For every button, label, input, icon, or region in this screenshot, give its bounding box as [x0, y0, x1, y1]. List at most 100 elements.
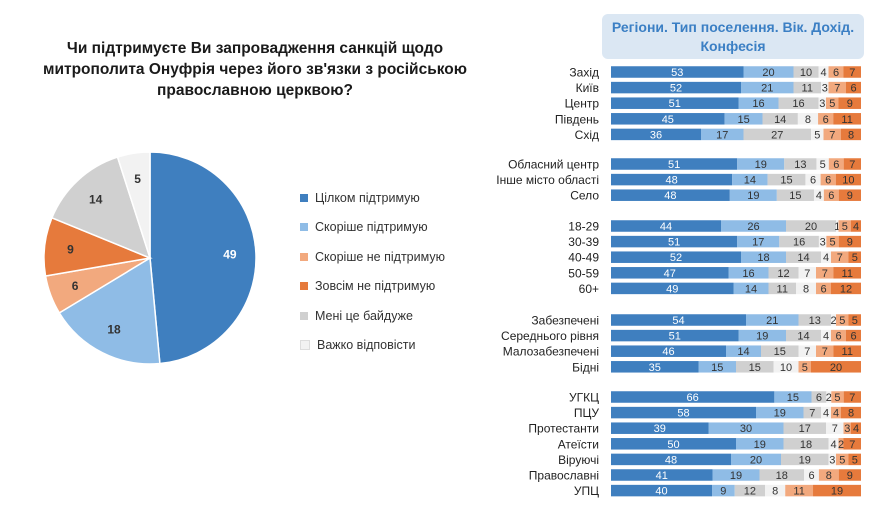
bar-value-label: 51	[669, 98, 681, 110]
bar-value-label: 19	[747, 190, 759, 202]
bar-value-label: 16	[742, 268, 754, 280]
bar-segment	[611, 158, 738, 170]
bar-value-label: 51	[668, 159, 680, 171]
bar-segment	[762, 113, 798, 125]
bar-segment	[785, 484, 814, 497]
bar-segment	[831, 282, 861, 295]
bar-segment	[698, 361, 736, 373]
bar-segment	[611, 66, 744, 78]
bar-segment	[796, 282, 816, 295]
bar-segment	[848, 453, 861, 466]
bar-value-label: 5	[829, 237, 835, 249]
legend-item: Мені це байдуже	[300, 301, 445, 331]
bar-value-label: 11	[841, 114, 852, 126]
bar-segment	[841, 406, 861, 419]
bar-value-label: 4	[820, 67, 826, 79]
bar-value-label: 11	[777, 283, 788, 295]
bar-value-label: 52	[670, 83, 682, 95]
pie-data-label: 9	[67, 242, 74, 256]
pie-legend: Цілком підтримую Скоріше підтримую Скоріше…	[300, 183, 445, 360]
bar-value-label: 8	[805, 114, 811, 126]
bar-segment	[767, 173, 806, 186]
bar-value-label: 48	[664, 190, 676, 202]
bar-value-label: 19	[756, 331, 768, 343]
bar-segment	[729, 189, 777, 201]
bar-segment	[835, 173, 861, 186]
bar-segment	[784, 158, 817, 170]
bar-segment	[818, 113, 834, 125]
bar-value-label: 9	[847, 237, 853, 249]
bar-segment	[783, 438, 829, 450]
bar-segment	[846, 81, 861, 94]
bar-value-label: 2	[826, 392, 832, 404]
bar-value-label: 39	[654, 423, 666, 435]
bar-segment	[851, 422, 861, 434]
bar-value-label: 20	[830, 362, 842, 374]
bar-segment	[811, 391, 827, 403]
row-label: УПЦ	[574, 484, 599, 498]
bar-value-label: 3	[819, 98, 825, 110]
pie-chart: 49 18 6 9 14 5	[43, 151, 257, 365]
row-label: Протестанти	[528, 422, 599, 436]
bar-segment	[838, 220, 851, 232]
bar-segment	[611, 329, 739, 342]
bar-segment	[611, 361, 699, 373]
bar-value-label: 10	[780, 362, 792, 374]
bar-segment	[724, 113, 763, 125]
legend-label: Скоріше не підтримую	[315, 249, 445, 264]
bar-value-label: 5	[842, 221, 848, 233]
bar-segment	[783, 422, 826, 434]
bar-segment	[826, 235, 839, 248]
bar-segment	[804, 469, 819, 481]
bar-value-label: 2	[830, 315, 836, 327]
bar-value-label: 54	[672, 315, 684, 327]
bar-segment	[708, 422, 784, 434]
bar-value-label: 4	[833, 408, 839, 420]
bar-segment	[821, 251, 831, 263]
bar-segment	[818, 235, 827, 248]
bar-segment	[846, 329, 861, 342]
bar-segment	[759, 469, 805, 481]
bar-segment	[611, 453, 731, 466]
row-label: Село	[570, 189, 599, 203]
bar-value-label: 5	[814, 129, 820, 141]
row-label: Київ	[576, 81, 599, 95]
bar-value-label: 11	[802, 83, 813, 95]
bar-value-label: 3	[820, 237, 826, 249]
bar-segment	[786, 329, 821, 342]
bar-value-label: 5	[839, 315, 845, 327]
row-label: 18-29	[568, 220, 599, 234]
bar-value-label: 5	[802, 362, 808, 374]
bar-segment	[611, 314, 746, 326]
bar-segment	[831, 251, 849, 263]
bar-segment	[774, 391, 812, 403]
bar-segment	[851, 220, 861, 232]
bar-value-label: 5	[852, 252, 858, 264]
bar-value-label: 7	[849, 439, 855, 451]
bar-value-label: 18	[776, 470, 788, 482]
legend-item: Скоріше не підтримую	[300, 242, 445, 272]
bar-value-label: 51	[669, 331, 681, 343]
bar-value-label: 8	[848, 129, 854, 141]
bar-segment	[831, 314, 836, 326]
bar-segment	[843, 422, 851, 434]
bar-value-label: 35	[649, 362, 661, 374]
bar-segment	[611, 97, 739, 109]
legend-swatch	[300, 223, 308, 232]
bar-value-label: 4	[816, 190, 822, 202]
bar-value-label: 12	[777, 268, 789, 280]
pie-data-label: 14	[89, 192, 103, 206]
bar-value-label: 19	[730, 470, 742, 482]
bar-value-label: 6	[820, 283, 826, 295]
bar-value-label: 18	[757, 252, 769, 264]
bar-segment	[828, 158, 844, 170]
legend-label: Важко відповісти	[317, 338, 416, 353]
bar-value-label: 17	[716, 129, 728, 141]
bar-value-label: 6	[833, 159, 839, 171]
bar-value-label: 7	[822, 346, 828, 358]
bar-segment	[765, 484, 786, 497]
bar-segment	[838, 189, 861, 201]
bar-segment	[823, 189, 839, 201]
bar-segment	[798, 267, 816, 279]
bar-segment	[797, 113, 819, 125]
